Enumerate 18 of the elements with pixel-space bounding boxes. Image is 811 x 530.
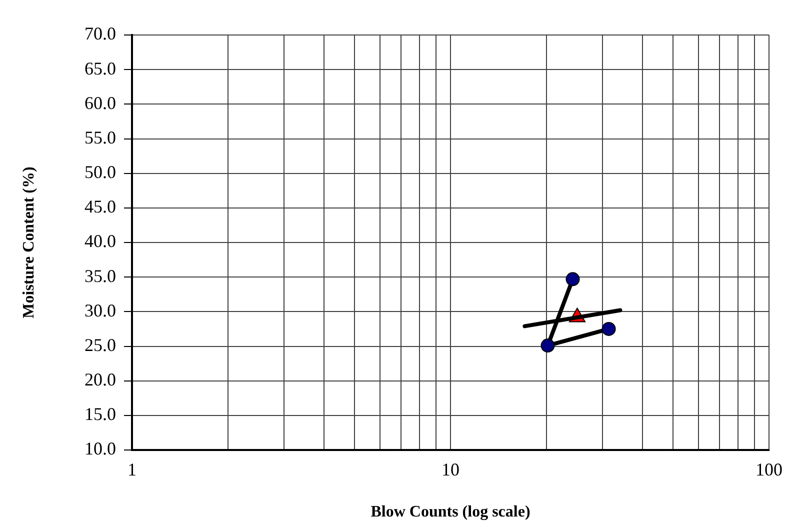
x-tick-label: 10	[442, 460, 460, 480]
y-tick-label: 65.0	[84, 58, 116, 78]
y-tick-label: 35.0	[84, 266, 116, 286]
y-tick-label: 60.0	[84, 92, 116, 113]
y-tick-label: 20.0	[84, 370, 116, 390]
y-tick-label: 15.0	[84, 404, 116, 424]
y-tick-label: 55.0	[84, 127, 116, 148]
y-tick-label: 50.0	[84, 162, 116, 182]
y-tick-label: 30.0	[84, 300, 116, 320]
y-tick-label: 10.0	[84, 438, 116, 459]
y-tick-label: 40.0	[84, 231, 116, 252]
y-tick-label: 70.0	[84, 24, 116, 44]
y-tick-label: 45.0	[84, 196, 116, 217]
x-tick-label: 100	[756, 460, 782, 480]
x-axis-title: Blow Counts (log scale)	[370, 504, 530, 521]
y-tick-label: 25.0	[84, 334, 116, 355]
x-tick-label: 1	[128, 460, 136, 480]
y-axis-title: Moisture Content (%)	[20, 166, 38, 318]
